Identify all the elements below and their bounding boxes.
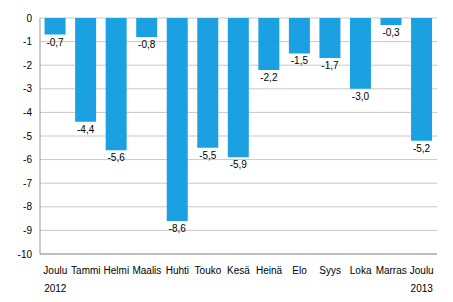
svg-text:Tammi: Tammi xyxy=(71,265,100,276)
svg-text:-7: -7 xyxy=(23,178,32,189)
svg-text:-5,5: -5,5 xyxy=(199,150,217,161)
svg-text:Huhti: Huhti xyxy=(166,265,189,276)
svg-text:-1,7: -1,7 xyxy=(321,60,339,71)
svg-text:-0,3: -0,3 xyxy=(382,27,400,38)
svg-text:-5,9: -5,9 xyxy=(230,159,248,170)
svg-text:-5: -5 xyxy=(23,131,32,142)
svg-text:-10: -10 xyxy=(18,249,33,260)
svg-text:2012: 2012 xyxy=(44,283,67,294)
svg-text:Kesä: Kesä xyxy=(227,265,250,276)
svg-text:-2: -2 xyxy=(23,60,32,71)
svg-text:-3,0: -3,0 xyxy=(352,91,370,102)
svg-text:Syys: Syys xyxy=(319,265,341,276)
svg-text:Marras: Marras xyxy=(376,265,407,276)
svg-text:Joulu: Joulu xyxy=(43,265,67,276)
svg-text:0: 0 xyxy=(26,13,32,24)
svg-text:-8: -8 xyxy=(23,201,32,212)
svg-text:-4: -4 xyxy=(23,107,32,118)
svg-text:-6: -6 xyxy=(23,154,32,165)
svg-text:Touko: Touko xyxy=(195,265,222,276)
svg-text:-9: -9 xyxy=(23,225,32,236)
svg-text:Maalis: Maalis xyxy=(132,265,161,276)
svg-text:Elo: Elo xyxy=(292,265,307,276)
svg-text:-1,5: -1,5 xyxy=(291,55,309,66)
svg-text:-1: -1 xyxy=(23,36,32,47)
svg-text:-4,4: -4,4 xyxy=(77,124,95,135)
svg-text:-5,6: -5,6 xyxy=(108,152,126,163)
svg-text:-5,2: -5,2 xyxy=(413,143,431,154)
svg-text:Helmi: Helmi xyxy=(104,265,130,276)
svg-text:2013: 2013 xyxy=(411,283,434,294)
svg-text:-0,8: -0,8 xyxy=(138,39,156,50)
svg-text:Loka: Loka xyxy=(350,265,372,276)
svg-text:Heinä: Heinä xyxy=(256,265,283,276)
svg-text:-2,2: -2,2 xyxy=(260,72,278,83)
svg-text:Joulu: Joulu xyxy=(410,265,434,276)
svg-text:-0,7: -0,7 xyxy=(46,37,64,48)
svg-text:-8,6: -8,6 xyxy=(169,223,187,234)
svg-text:-3: -3 xyxy=(23,83,32,94)
